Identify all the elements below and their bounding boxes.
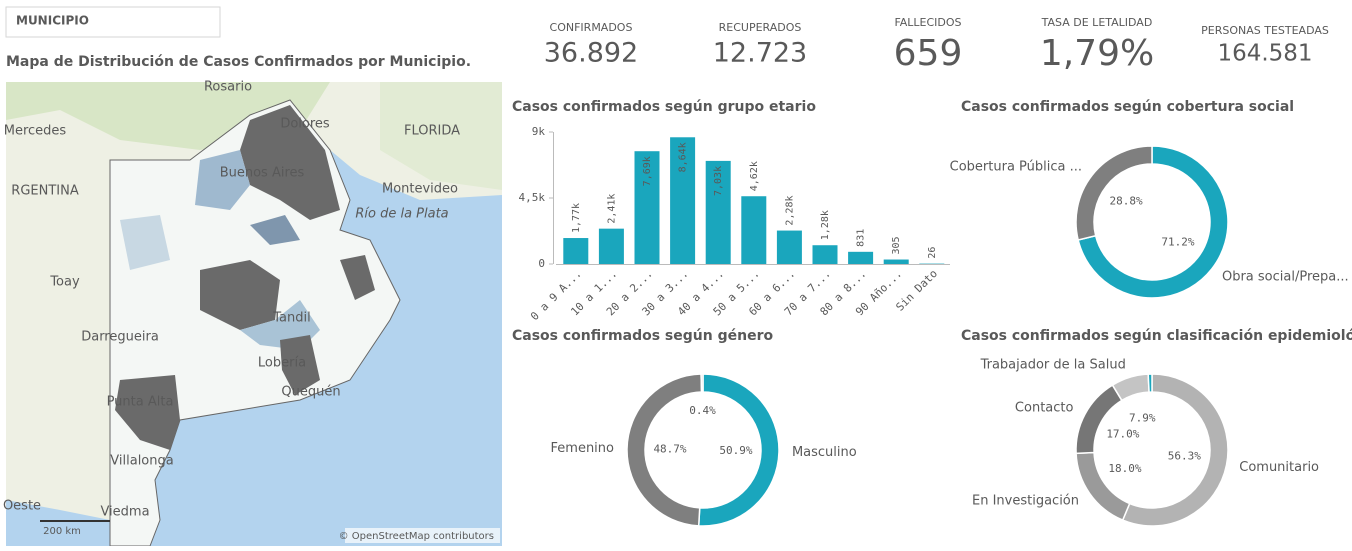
slice <box>626 373 703 527</box>
bar <box>812 245 838 264</box>
slice <box>1075 145 1153 241</box>
slice-value-label: 0.4% <box>689 404 716 417</box>
slice-label: Obra social/Prepa... <box>1222 269 1349 284</box>
value-label: 1,28k <box>820 210 831 240</box>
kpi-value: 1,79% <box>1040 33 1154 74</box>
value-label: 4,62k <box>749 161 760 191</box>
map-place: Quequén <box>281 385 340 400</box>
map-place: Montevideo <box>382 182 458 197</box>
kpi-value: 659 <box>894 33 963 74</box>
map-scale: 200 km <box>43 526 81 537</box>
map-title: Mapa de Distribución de Casos Confirmado… <box>6 54 471 70</box>
kpi-label: TASA DE LETALIDAD <box>1041 16 1153 29</box>
bar <box>563 238 589 264</box>
y-tick-label: 4,5k <box>519 191 546 204</box>
map-place: Darregueira <box>81 330 159 345</box>
kpi-label: CONFIRMADOS <box>550 21 633 34</box>
filter-box[interactable] <box>5 6 221 38</box>
slice-value-label: 18.0% <box>1108 462 1141 475</box>
map-place: Villalonga <box>110 454 173 469</box>
slice <box>1075 384 1123 455</box>
slice-value-label: 56.3% <box>1168 449 1201 462</box>
filter-label[interactable]: MUNICIPIO <box>16 14 89 28</box>
attribution-bg <box>345 528 500 543</box>
slice <box>1121 373 1229 527</box>
slice-label: Cobertura Pública ... <box>950 160 1082 175</box>
municipality[interactable] <box>195 150 250 210</box>
municipality[interactable] <box>115 375 180 450</box>
slice-value-label: 48.7% <box>653 442 686 455</box>
y-tick-label: 0 <box>538 257 545 270</box>
map-place: Toay <box>49 275 80 290</box>
kpi-label: RECUPERADOS <box>719 21 802 34</box>
bar <box>848 251 874 264</box>
value-label: 26 <box>927 247 938 259</box>
slice-label: Trabajador de la Salud <box>980 357 1126 372</box>
map-place: Rosario <box>204 80 252 95</box>
bar <box>741 196 767 264</box>
value-label: 1,77k <box>571 203 582 233</box>
map-place: Tandil <box>272 311 310 326</box>
municipality[interactable] <box>280 335 320 395</box>
slice-label: Comunitario <box>1239 460 1319 475</box>
map-place: Río de la Plata <box>355 207 448 222</box>
chart-title: Casos confirmados según género <box>512 328 773 344</box>
map-place: FLORIDA <box>404 124 460 139</box>
map-place: Lobería <box>258 356 306 371</box>
kpi-value: 36.892 <box>544 38 638 69</box>
value-label: 8,64k <box>678 142 689 172</box>
slice-value-label: 17.0% <box>1106 427 1139 440</box>
map-place: Viedma <box>100 505 149 520</box>
map-place: Mercedes <box>4 124 67 139</box>
map-place: Dolores <box>280 117 330 132</box>
slice <box>1147 373 1153 393</box>
slice-label: En Investigación <box>972 493 1079 508</box>
municipality[interactable] <box>340 255 375 300</box>
kpi-label: FALLECIDOS <box>894 16 961 29</box>
chart-title: Casos confirmados según cobertura social <box>961 99 1294 115</box>
map[interactable] <box>6 82 502 546</box>
value-label: 2,41k <box>606 194 617 224</box>
bar <box>634 151 660 264</box>
slice-value-label: 50.9% <box>719 444 752 457</box>
kpi-value: 164.581 <box>1217 41 1312 67</box>
slice <box>700 373 704 393</box>
municipality[interactable] <box>200 260 280 330</box>
bar <box>705 160 731 264</box>
map-terrain <box>380 82 502 190</box>
value-label: 831 <box>856 229 867 247</box>
municipality[interactable] <box>250 215 300 245</box>
map-place: Oeste <box>3 499 41 514</box>
map-place: Punta Alta <box>107 395 174 410</box>
slice-label: Contacto <box>1015 401 1074 416</box>
slice-value-label: 71.2% <box>1161 235 1194 248</box>
bar <box>670 137 696 264</box>
chart-title: Casos confirmados según clasificación ep… <box>961 328 1352 344</box>
value-label: 7,03k <box>713 166 724 196</box>
map-place: Buenos Aires <box>220 166 305 181</box>
value-label: 2,28k <box>784 195 795 225</box>
map-water <box>150 150 502 546</box>
kpi-label: PERSONAS TESTEADAS <box>1201 24 1329 37</box>
value-label: 7,69k <box>642 156 653 186</box>
slice-value-label: 7.9% <box>1129 411 1156 424</box>
map-attribution: © OpenStreetMap contributors <box>339 531 494 542</box>
kpi-value: 12.723 <box>713 38 807 69</box>
slice-value-label: 28.8% <box>1109 195 1142 208</box>
y-tick-label: 9k <box>532 125 546 138</box>
slice-label: Femenino <box>551 441 615 456</box>
municipality[interactable] <box>240 105 340 220</box>
slice-label: Masculino <box>792 445 857 460</box>
map-place: RGENTINA <box>11 184 79 199</box>
bar <box>598 228 624 264</box>
bar <box>776 230 802 264</box>
value-label: 305 <box>891 236 902 254</box>
chart-title: Casos confirmados según grupo etario <box>512 99 816 115</box>
slice <box>1077 145 1229 299</box>
bar <box>883 259 909 264</box>
municipality[interactable] <box>120 215 170 270</box>
